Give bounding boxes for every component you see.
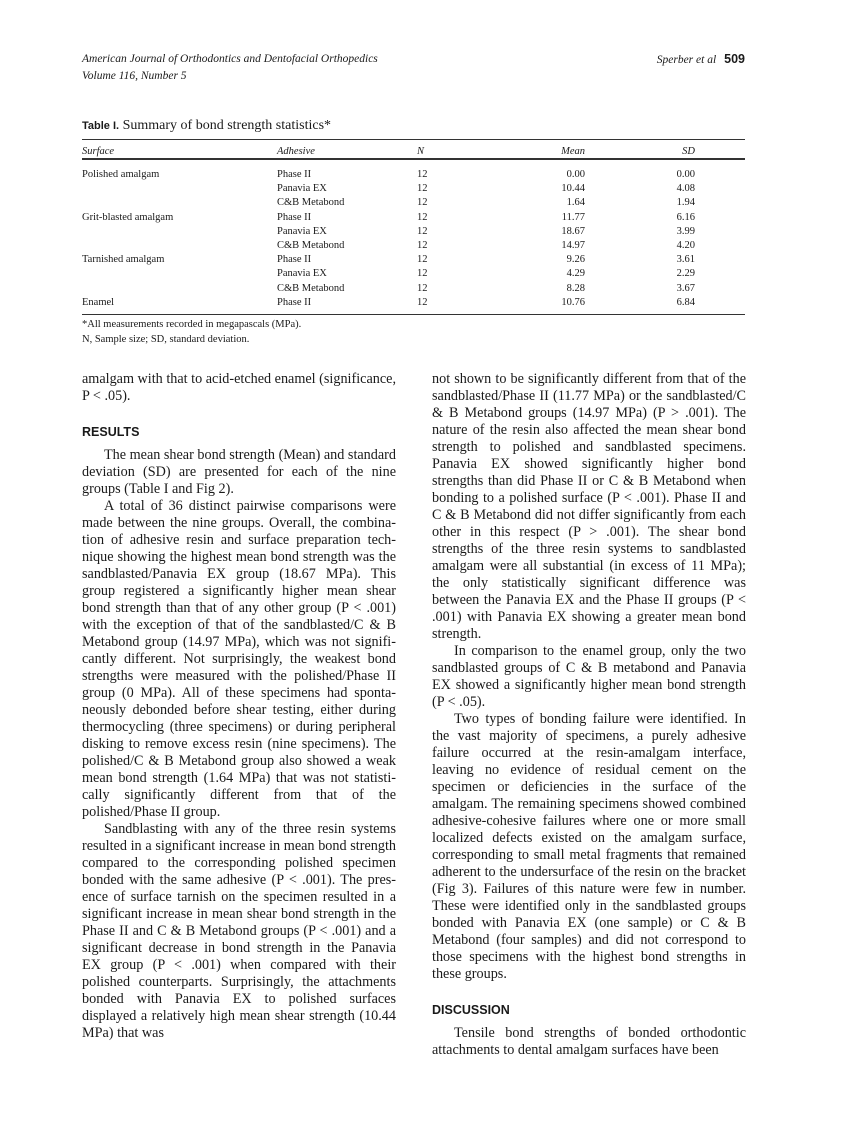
cell-sd: 3.67 bbox=[676, 282, 695, 294]
cell-n: 12 bbox=[417, 183, 428, 195]
cell-mean: 8.28 bbox=[566, 282, 585, 294]
text-column-left: amalgam with that to acid-etched enamel … bbox=[82, 371, 396, 1042]
cell-n: 12 bbox=[417, 282, 428, 294]
cell-sd: 1.94 bbox=[676, 197, 695, 209]
cell-mean: 0.00 bbox=[566, 169, 585, 180]
table-row: Panavia EX 12 4.29 2.29 bbox=[82, 267, 745, 281]
col-adhesive: Adhesive bbox=[277, 145, 315, 157]
col-mean: Mean bbox=[561, 145, 585, 157]
table-top-rule bbox=[82, 139, 745, 140]
cell-adhesive: Phase II bbox=[277, 211, 312, 223]
table-row: Panavia EX 12 18.67 3.99 bbox=[82, 225, 745, 239]
cell-adhesive: Phase II bbox=[277, 254, 312, 266]
table-header-row: Surface Adhesive N Mean SD bbox=[82, 142, 745, 160]
cell-n: 12 bbox=[417, 240, 428, 252]
paragraph: Sandblasting with any of the three resin… bbox=[82, 821, 396, 1041]
running-header-journal: American Journal of Orthodontics and Den… bbox=[82, 51, 378, 85]
table-title: Summary of bond strength statistics* bbox=[122, 118, 332, 133]
cell-sd: 6.84 bbox=[676, 296, 695, 308]
col-sd: SD bbox=[682, 145, 695, 157]
cell-sd: 4.08 bbox=[676, 183, 695, 195]
col-n: N bbox=[417, 145, 425, 157]
cell-mean: 10.76 bbox=[561, 296, 585, 308]
cell-mean: 1.64 bbox=[566, 197, 585, 209]
paragraph: Two types of bonding failure were identi… bbox=[432, 711, 746, 982]
cell-surface bbox=[82, 282, 277, 296]
cell-surface bbox=[82, 182, 277, 196]
table-row: C&B Metabond 12 14.97 4.20 bbox=[82, 239, 745, 253]
paragraph: amalgam with that to acid-etched enamel … bbox=[82, 371, 396, 404]
text-column-right: not shown to be significantly different … bbox=[432, 371, 746, 1059]
running-header-author: Sperber et al 509 bbox=[657, 51, 745, 69]
cell-surface bbox=[82, 267, 277, 281]
table-footnote-1: *All measurements recorded in megapascal… bbox=[82, 319, 302, 330]
bond-strength-table: Surface Adhesive N Mean SD Polished amal… bbox=[82, 142, 745, 310]
cell-n: 12 bbox=[417, 211, 428, 223]
cell-adhesive: Panavia EX bbox=[277, 268, 327, 280]
cell-sd: 3.61 bbox=[676, 254, 695, 266]
cell-sd: 6.16 bbox=[676, 211, 695, 223]
paragraph: not shown to be significantly different … bbox=[432, 371, 746, 642]
cell-surface: Tarnished amalgam bbox=[82, 254, 165, 266]
cell-surface: Enamel bbox=[82, 296, 115, 308]
cell-surface bbox=[82, 239, 277, 253]
cell-sd: 0.00 bbox=[676, 169, 695, 180]
cell-adhesive: Phase II bbox=[277, 296, 312, 308]
authors: Sperber et al bbox=[656, 54, 717, 66]
table-bottom-rule bbox=[82, 314, 745, 315]
paragraph: A total of 36 distinct pairwise comparis… bbox=[82, 498, 396, 820]
cell-sd: 3.99 bbox=[676, 225, 695, 237]
cell-mean: 11.77 bbox=[561, 211, 585, 223]
cell-n: 12 bbox=[417, 197, 428, 209]
table-row: Polished amalgam Phase II 12 0.00 0.00 bbox=[82, 168, 745, 182]
table-row: C&B Metabond 12 8.28 3.67 bbox=[82, 282, 745, 296]
table-footnote-2: N, Sample size; SD, standard deviation. bbox=[82, 334, 250, 345]
cell-mean: 14.97 bbox=[561, 240, 585, 252]
table-row: Panavia EX 12 10.44 4.08 bbox=[82, 182, 745, 196]
section-heading-discussion: DISCUSSION bbox=[432, 1003, 510, 1017]
cell-sd: 4.20 bbox=[676, 240, 695, 252]
table-row: Grit-blasted amalgam Phase II 12 11.77 6.16 bbox=[82, 211, 745, 225]
journal-name: American Journal of Orthodontics and Den… bbox=[82, 53, 378, 65]
page-number: 509 bbox=[724, 52, 745, 66]
cell-surface: Grit-blasted amalgam bbox=[82, 211, 174, 223]
table-row: Tarnished amalgam Phase II 12 9.26 3.61 bbox=[82, 253, 745, 267]
cell-mean: 10.44 bbox=[561, 183, 585, 195]
paragraph: In comparison to the enamel group, only … bbox=[432, 643, 746, 710]
cell-adhesive: Phase II bbox=[277, 169, 312, 180]
section-heading-results: RESULTS bbox=[82, 425, 140, 439]
cell-n: 12 bbox=[417, 296, 428, 308]
cell-adhesive: C&B Metabond bbox=[277, 197, 345, 209]
cell-surface bbox=[82, 196, 277, 210]
cell-n: 12 bbox=[417, 254, 428, 266]
table-row: Enamel Phase II 12 10.76 6.84 bbox=[82, 296, 745, 310]
cell-n: 12 bbox=[417, 225, 428, 237]
table-caption: Table I. Summary of bond strength statis… bbox=[82, 118, 331, 134]
paragraph: Tensile bond strengths of bonded orthodo… bbox=[432, 1025, 746, 1058]
cell-n: 12 bbox=[417, 268, 428, 280]
cell-mean: 9.26 bbox=[566, 254, 585, 266]
journal-volume: Volume 116, Number 5 bbox=[82, 70, 187, 82]
cell-adhesive: Panavia EX bbox=[277, 183, 327, 195]
cell-mean: 18.67 bbox=[561, 225, 585, 237]
cell-adhesive: Panavia EX bbox=[277, 225, 327, 237]
cell-adhesive: C&B Metabond bbox=[277, 240, 345, 252]
paragraph: The mean shear bond strength (Mean) and … bbox=[82, 447, 396, 497]
cell-surface: Polished amalgam bbox=[82, 169, 160, 180]
cell-adhesive: C&B Metabond bbox=[277, 282, 345, 294]
table-label: Table I. bbox=[82, 120, 120, 132]
table-header-rule bbox=[82, 158, 745, 160]
cell-sd: 2.29 bbox=[676, 268, 695, 280]
table-row: C&B Metabond 12 1.64 1.94 bbox=[82, 196, 745, 210]
cell-surface bbox=[82, 225, 277, 239]
cell-mean: 4.29 bbox=[566, 268, 585, 280]
cell-n: 12 bbox=[417, 169, 428, 180]
col-surface: Surface bbox=[82, 145, 115, 157]
